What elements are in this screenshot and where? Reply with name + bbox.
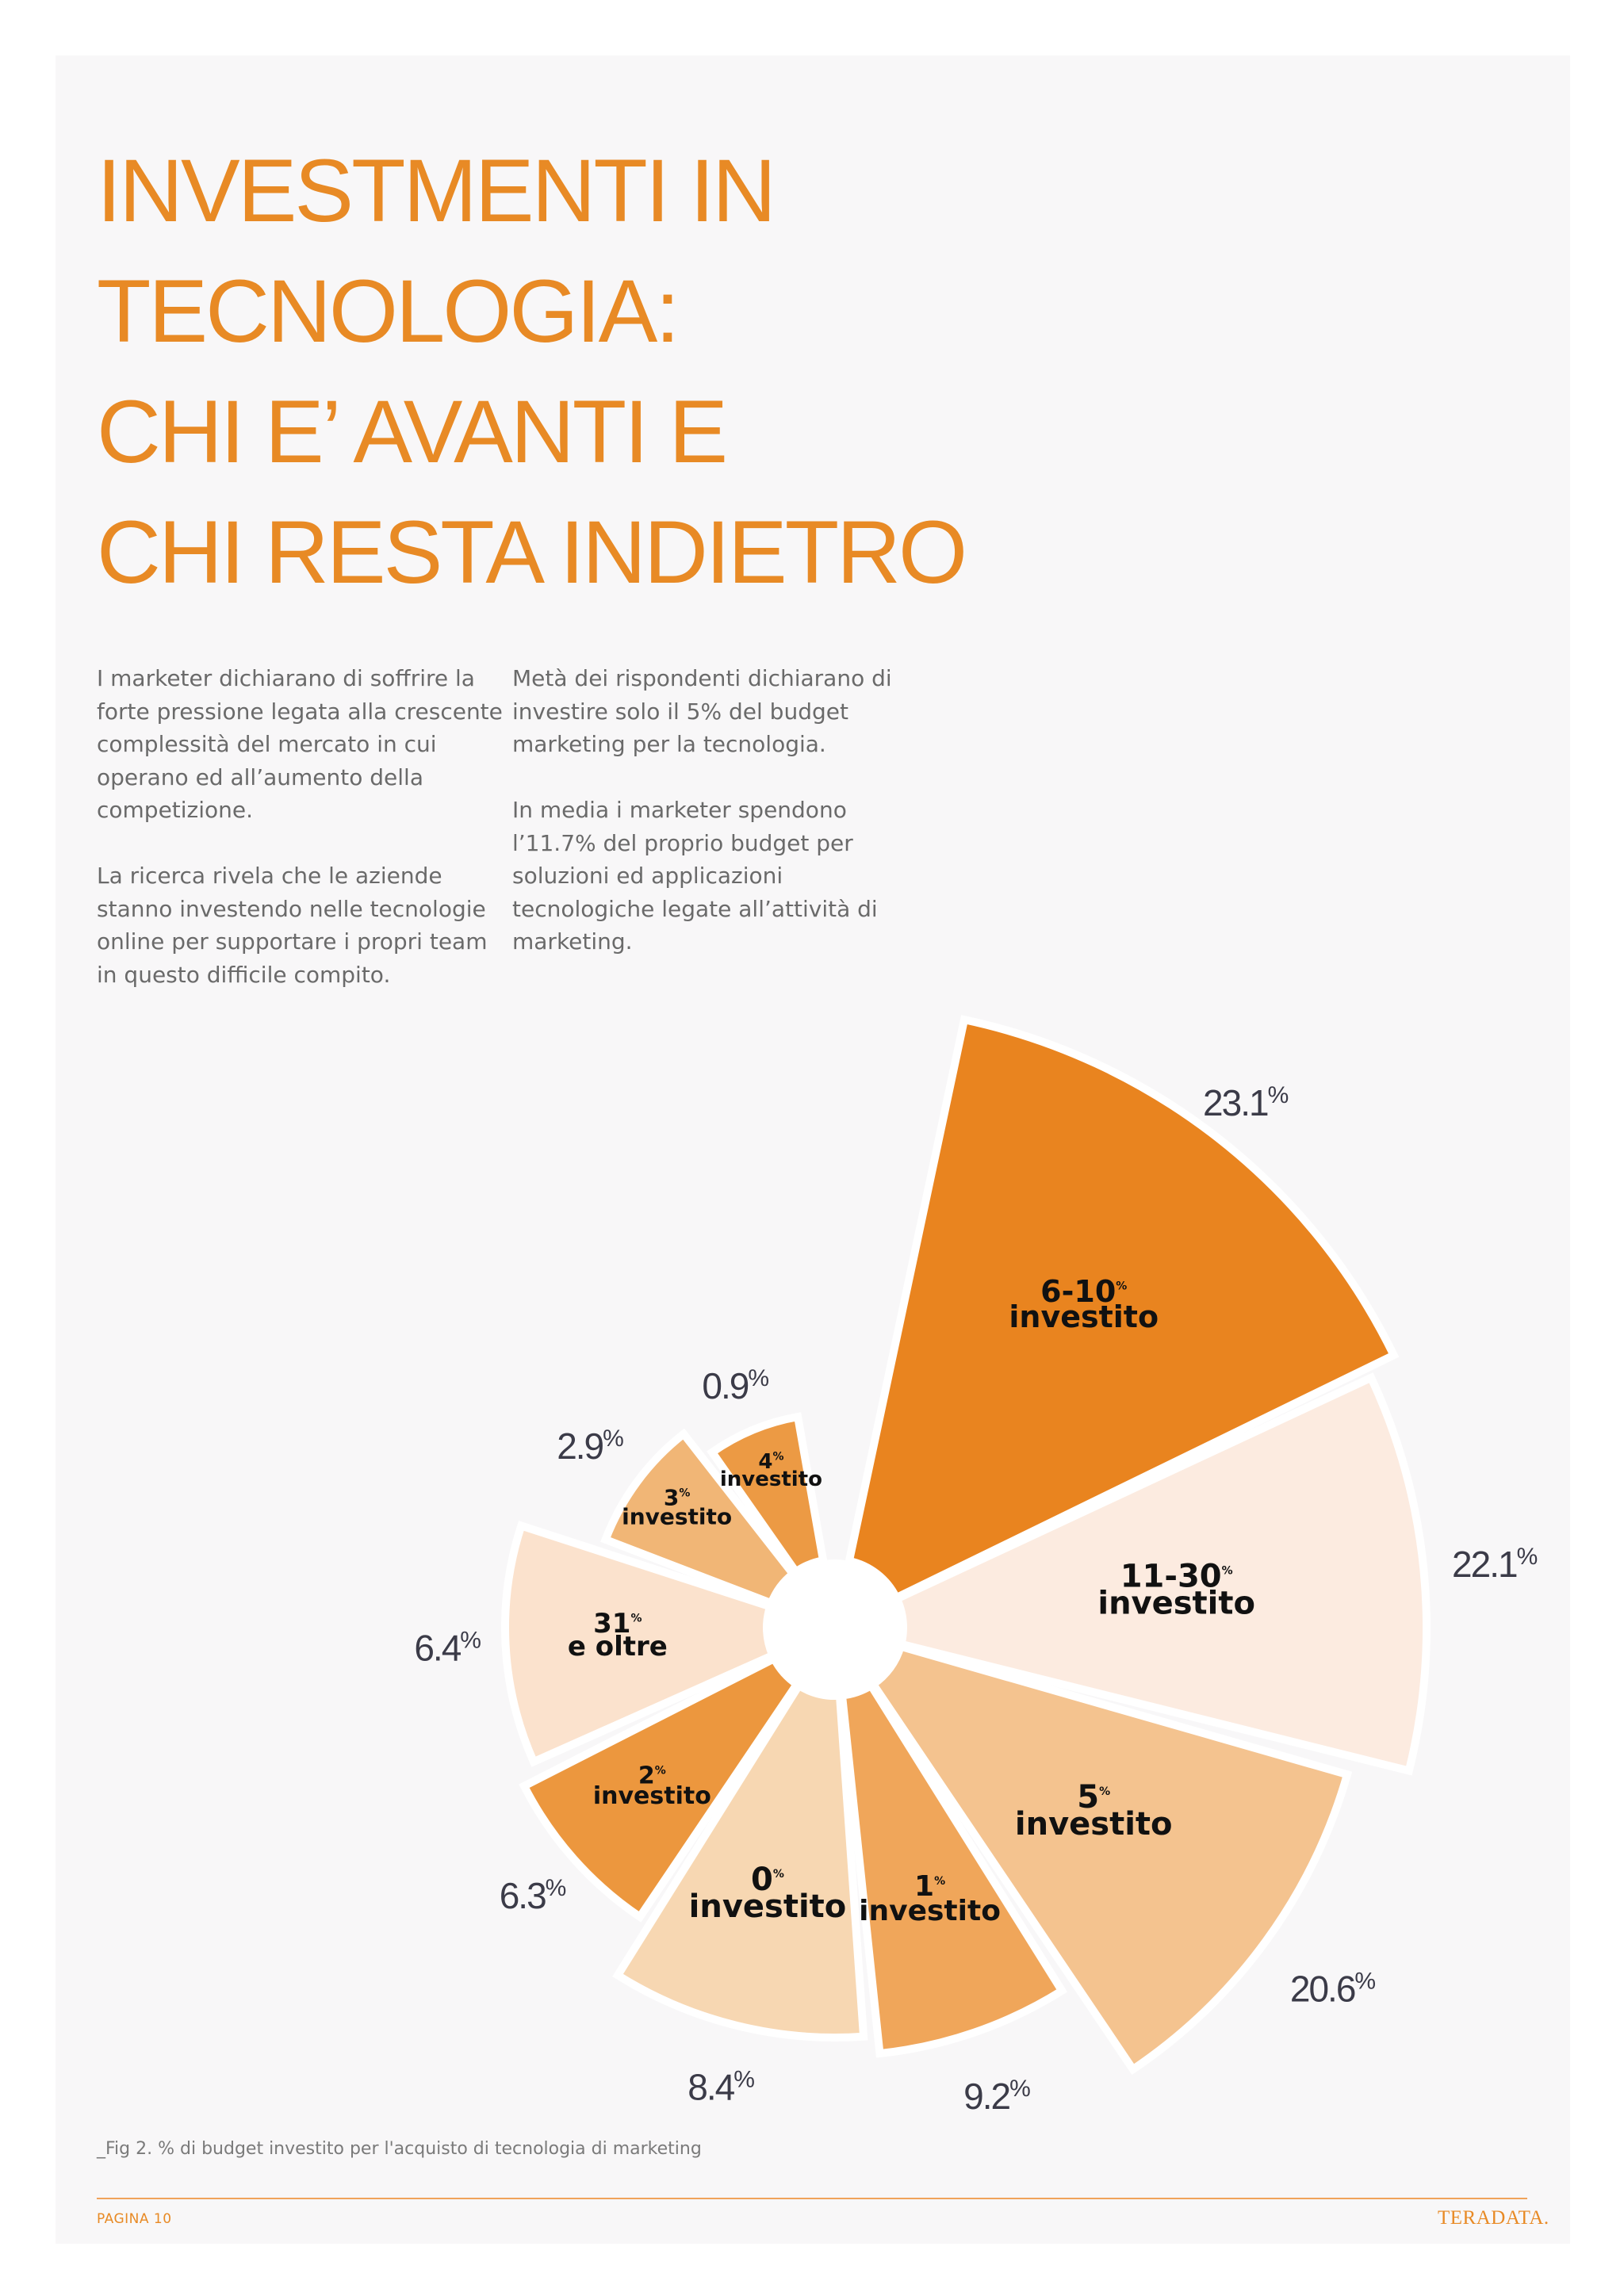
- slice-label: 0% investito: [689, 1862, 847, 1925]
- title-line: CHI RESTA INDIETRO: [97, 503, 967, 602]
- slice-label: 31% e oltre: [568, 1608, 668, 1663]
- slice-percentage: 22.1%: [1452, 1544, 1538, 1585]
- footer-divider: [97, 2198, 1527, 2199]
- page-number: PAGINA 10: [97, 2211, 172, 2227]
- intro-paragraph: I marketer dichiarano di soffrire la for…: [97, 665, 503, 823]
- title-line: INVESTMENTI IN: [97, 141, 776, 240]
- intro-column-left: I marketer dichiarano di soffrire la for…: [97, 662, 509, 1024]
- slice-label: 3% investito: [622, 1484, 732, 1529]
- slice-percentage: 2.9%: [557, 1425, 623, 1467]
- pie-slice-5: [868, 1641, 1353, 2076]
- figure-caption: _Fig 2. % di budget investito per l'acqu…: [97, 2139, 702, 2159]
- slice-label: 1% investito: [859, 1870, 1001, 1927]
- intro-paragraph: La ricerca rivela che le aziende stanno …: [97, 863, 488, 988]
- slice-percentage: 23.1%: [1203, 1082, 1289, 1123]
- intro-paragraph: Metà dei rispondenti dichiarano di inves…: [512, 665, 892, 757]
- slice-label: 2% investito: [593, 1762, 711, 1811]
- page-title: INVESTMENTI IN TECNOLOGIA: CHI E’ AVANTI…: [97, 131, 967, 613]
- chart-center-hole: [767, 1559, 903, 1696]
- intro-column-right: Metà dei rispondenti dichiarano di inves…: [512, 662, 925, 991]
- title-line: CHI E’ AVANTI E: [97, 382, 728, 481]
- slice-label: 4% investito: [720, 1450, 822, 1491]
- teradata-logo: TERADATA.: [1438, 2207, 1549, 2229]
- slice-label: 11-30% investito: [1097, 1559, 1255, 1622]
- slice-percentage: 9.2%: [963, 2076, 1030, 2117]
- slice-percentage: 8.4%: [688, 2066, 754, 2107]
- slice-label: 6-10% investito: [1009, 1274, 1159, 1334]
- slice-label: 5% investito: [1015, 1779, 1173, 1843]
- pie-slice-6-10: [844, 1015, 1400, 1603]
- slice-percentage: 6.4%: [414, 1628, 481, 1669]
- slice-percentage: 6.3%: [500, 1875, 566, 1916]
- intro-paragraph: In media i marketer spendono l’11.7% del…: [512, 797, 878, 955]
- title-line: TECNOLOGIA:: [97, 262, 680, 361]
- slice-percentage: 20.6%: [1290, 1969, 1376, 2010]
- slice-percentage: 0.9%: [702, 1365, 768, 1406]
